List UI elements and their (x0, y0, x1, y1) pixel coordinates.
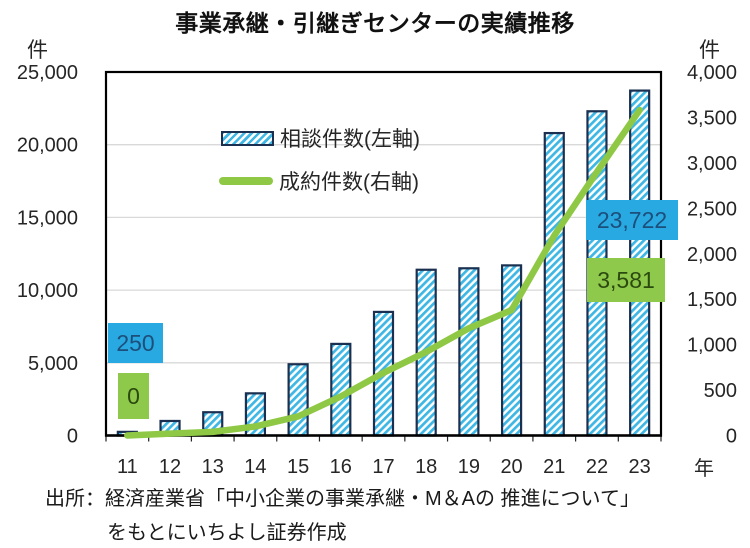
source-line-1: 出所：経済産業省「中小企業の事業承継・M＆Aの 推進について」 (45, 488, 640, 510)
svg-text:18: 18 (415, 456, 437, 478)
callout-consultations-first: 250 (108, 323, 163, 363)
svg-text:2,000: 2,000 (687, 244, 737, 266)
x-axis-unit-label: 年 (694, 458, 714, 480)
callout-contracts-first: 0 (118, 373, 149, 419)
svg-text:3,000: 3,000 (687, 153, 737, 175)
svg-text:0: 0 (726, 426, 737, 448)
svg-text:20,000: 20,000 (17, 135, 78, 157)
svg-text:21: 21 (543, 456, 565, 478)
right-axis-unit-label: 件 (699, 39, 720, 62)
svg-text:2,500: 2,500 (687, 198, 737, 220)
svg-text:1,500: 1,500 (687, 289, 737, 311)
callout-contracts-last: 3,581 (587, 258, 665, 302)
svg-text:10,000: 10,000 (17, 280, 78, 302)
svg-text:20: 20 (500, 456, 522, 478)
svg-text:0: 0 (67, 426, 78, 448)
svg-text:22: 22 (586, 456, 608, 478)
svg-text:16: 16 (330, 456, 352, 478)
svg-text:12: 12 (159, 456, 181, 478)
line-swatch-icon (219, 177, 273, 185)
svg-text:14: 14 (244, 456, 266, 478)
legend-item-consultations: 相談件数(左軸) (221, 123, 420, 153)
bar-hatch-swatch-icon (221, 130, 274, 146)
svg-text:3,500: 3,500 (687, 107, 737, 129)
svg-text:5,000: 5,000 (28, 353, 78, 375)
svg-text:11: 11 (117, 456, 138, 478)
source-line-2: をもとにいちよし証券作成 (107, 522, 347, 544)
svg-text:23: 23 (629, 456, 651, 478)
left-axis-unit-label: 件 (27, 39, 48, 62)
legend-item-contracts: 成約件数(右軸) (219, 166, 419, 196)
svg-text:19: 19 (458, 456, 480, 478)
svg-text:15,000: 15,000 (17, 207, 78, 229)
svg-text:4,000: 4,000 (687, 62, 737, 84)
legend-consultations-label: 相談件数(左軸) (280, 128, 420, 151)
svg-text:25,000: 25,000 (17, 62, 78, 84)
page-title: 事業承継・引継ぎセンターの実績推移 (175, 10, 575, 36)
svg-text:17: 17 (372, 456, 394, 478)
svg-text:500: 500 (704, 380, 737, 402)
svg-text:1,000: 1,000 (687, 335, 737, 357)
svg-text:13: 13 (202, 456, 224, 478)
callout-consultations-last: 23,722 (586, 200, 678, 240)
legend-contracts-label: 成約件数(右軸) (279, 171, 419, 194)
svg-text:15: 15 (287, 456, 309, 478)
